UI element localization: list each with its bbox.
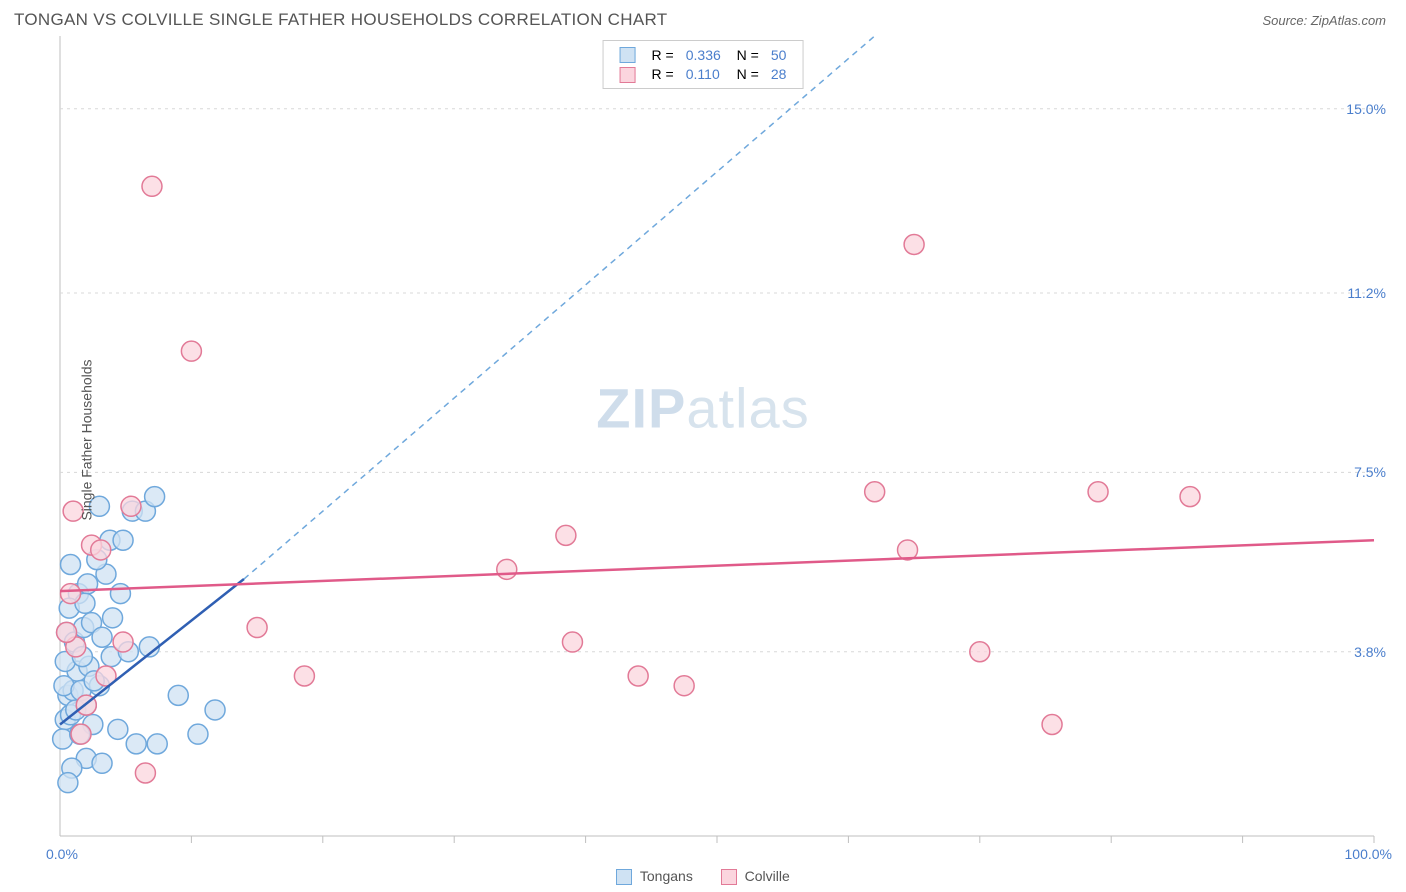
- swatch-colville-bottom: [721, 869, 737, 885]
- y-tick-label: 7.5%: [1354, 464, 1386, 480]
- legend-row-1: R = 0.336 N = 50: [614, 45, 793, 64]
- legend-n-value-1: 50: [765, 45, 793, 64]
- legend-r-label-1: R =: [646, 45, 680, 64]
- swatch-tongans: [620, 47, 636, 63]
- legend-label-tongans: Tongans: [640, 868, 693, 884]
- x-max-label: 100.0%: [1345, 846, 1392, 862]
- legend-item-colville: Colville: [721, 868, 790, 884]
- chart-title: TONGAN VS COLVILLE SINGLE FATHER HOUSEHO…: [14, 10, 667, 30]
- scatter-plot: [14, 36, 1390, 844]
- legend-item-tongans: Tongans: [616, 868, 696, 884]
- legend-r-value-1: 0.336: [680, 45, 727, 64]
- legend-n-label-1: N =: [727, 45, 765, 64]
- x-min-label: 0.0%: [46, 846, 78, 862]
- legend-row-2: R = 0.110 N = 28: [614, 64, 793, 83]
- y-tick-label: 11.2%: [1347, 285, 1386, 301]
- swatch-colville: [620, 67, 636, 83]
- legend-stats: R = 0.336 N = 50 R = 0.110 N = 28: [603, 40, 804, 89]
- legend-label-colville: Colville: [745, 868, 790, 884]
- legend-n-label-2: N =: [727, 64, 765, 83]
- source-label: Source: ZipAtlas.com: [1262, 13, 1386, 28]
- y-tick-label: 3.8%: [1354, 644, 1386, 660]
- legend-n-value-2: 28: [765, 64, 793, 83]
- swatch-tongans-bottom: [616, 869, 632, 885]
- y-tick-label: 15.0%: [1346, 101, 1386, 117]
- legend-r-value-2: 0.110: [680, 64, 727, 83]
- x-axis-legend: Tongans Colville: [0, 868, 1406, 885]
- chart-area: Single Father Households ZIPatlas R = 0.…: [14, 36, 1392, 844]
- y-axis-label: Single Father Households: [79, 359, 95, 520]
- legend-r-label-2: R =: [646, 64, 680, 83]
